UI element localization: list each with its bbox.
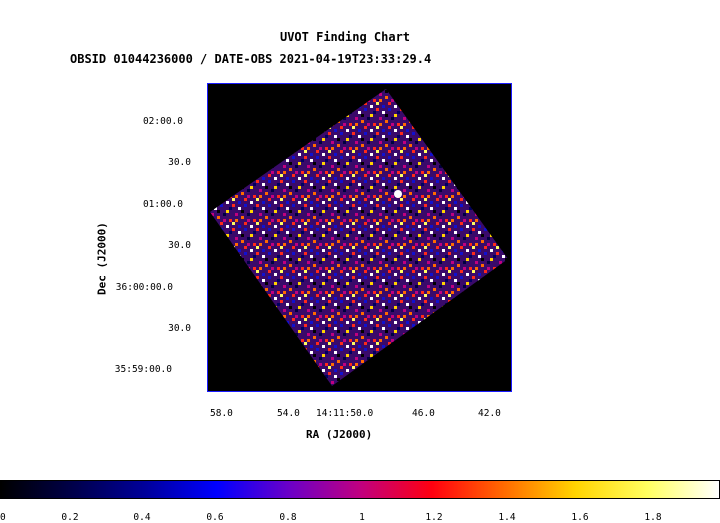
chart-subtitle: OBSID 01044236000 / DATE-OBS 2021-04-19T… bbox=[70, 52, 432, 66]
y-tick-label: 36:00:00.0 bbox=[115, 282, 173, 293]
colorbar-tick-label: 0.4 bbox=[133, 512, 151, 523]
colorbar-tick-label: 1.8 bbox=[644, 512, 662, 523]
finding-chart-image bbox=[207, 83, 512, 392]
colorbar-tick-label: 0.8 bbox=[279, 512, 297, 523]
bright-source bbox=[394, 190, 402, 198]
colorbar-tick-label: 1.4 bbox=[498, 512, 516, 523]
chart-title: UVOT Finding Chart bbox=[279, 30, 411, 44]
colorbar-tick-label: 0 bbox=[0, 512, 6, 523]
colorbar-tick-label: 1.2 bbox=[425, 512, 443, 523]
colorbar-tick-label: 0.6 bbox=[206, 512, 224, 523]
y-tick-label: 02:00.0 bbox=[142, 116, 183, 127]
colorbar-tick-label: 1 bbox=[359, 512, 365, 523]
x-tick-label: 42.0 bbox=[478, 408, 501, 419]
colorbar-tick-label: 0.2 bbox=[61, 512, 79, 523]
x-tick-label: 46.0 bbox=[412, 408, 435, 419]
x-tick-label: 58.0 bbox=[210, 408, 233, 419]
y-tick-label: 30.0 bbox=[168, 323, 191, 334]
colorbar-tick-label: 1.6 bbox=[571, 512, 589, 523]
y-axis-label: Dec (J2000) bbox=[95, 222, 109, 295]
sky-image-canvas bbox=[210, 89, 508, 386]
y-tick-label: 01:00.0 bbox=[142, 199, 183, 210]
x-tick-label: 14:11:50.0 bbox=[316, 408, 374, 419]
y-tick-label: 30.0 bbox=[168, 240, 191, 251]
colorbar bbox=[0, 480, 720, 499]
y-tick-label: 35:59:00.0 bbox=[114, 364, 172, 375]
x-tick-label: 54.0 bbox=[277, 408, 300, 419]
x-axis-label: RA (J2000) bbox=[306, 428, 373, 441]
detector-footprint bbox=[210, 89, 508, 386]
y-tick-label: 30.0 bbox=[168, 157, 191, 168]
